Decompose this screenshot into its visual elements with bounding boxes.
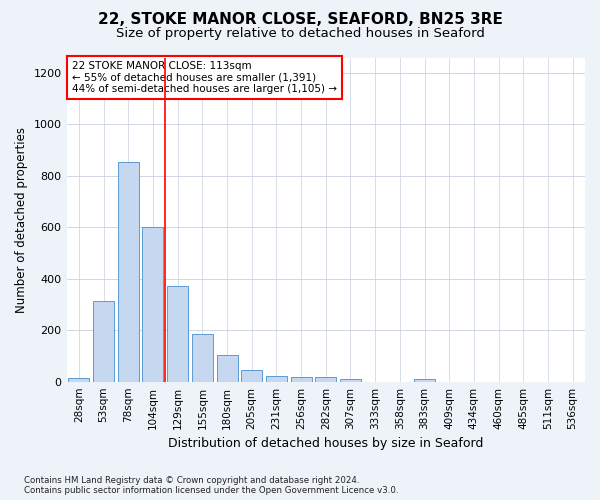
Text: Contains HM Land Registry data © Crown copyright and database right 2024.
Contai: Contains HM Land Registry data © Crown c… <box>24 476 398 495</box>
Bar <box>414 379 435 382</box>
Bar <box>290 377 311 382</box>
Text: Size of property relative to detached houses in Seaford: Size of property relative to detached ho… <box>116 28 484 40</box>
Y-axis label: Number of detached properties: Number of detached properties <box>15 126 28 312</box>
Bar <box>241 370 262 382</box>
Text: 22, STOKE MANOR CLOSE, SEAFORD, BN25 3RE: 22, STOKE MANOR CLOSE, SEAFORD, BN25 3RE <box>98 12 502 28</box>
Bar <box>93 300 114 382</box>
Text: 22 STOKE MANOR CLOSE: 113sqm
← 55% of detached houses are smaller (1,391)
44% of: 22 STOKE MANOR CLOSE: 113sqm ← 55% of de… <box>72 60 337 94</box>
X-axis label: Distribution of detached houses by size in Seaford: Distribution of detached houses by size … <box>168 437 484 450</box>
Bar <box>142 228 163 382</box>
Bar <box>68 378 89 382</box>
Bar <box>192 334 213 382</box>
Bar <box>167 286 188 382</box>
Bar <box>315 377 336 382</box>
Bar <box>340 379 361 382</box>
Bar <box>217 354 238 382</box>
Bar <box>266 376 287 382</box>
Bar <box>118 162 139 382</box>
